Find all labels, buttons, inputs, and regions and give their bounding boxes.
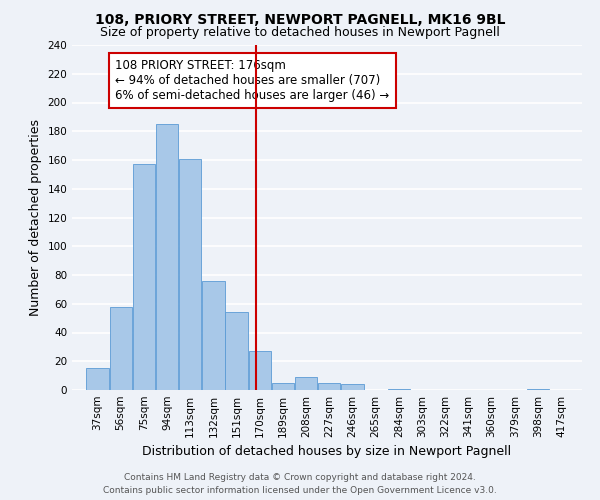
Bar (272, 383, 294, 390)
Bar (202, 281, 224, 390)
Bar (527, 388, 549, 390)
Bar (341, 384, 364, 390)
Text: 108, PRIORY STREET, NEWPORT PAGNELL, MK16 9BL: 108, PRIORY STREET, NEWPORT PAGNELL, MK1… (95, 12, 505, 26)
Bar (179, 158, 202, 390)
Bar (156, 124, 178, 390)
Bar (248, 351, 271, 390)
Bar (295, 377, 317, 390)
Bar (110, 306, 132, 390)
Bar (318, 383, 340, 390)
Y-axis label: Number of detached properties: Number of detached properties (29, 119, 42, 316)
Bar (133, 164, 155, 390)
Bar (226, 312, 248, 390)
Text: Contains HM Land Registry data © Crown copyright and database right 2024.
Contai: Contains HM Land Registry data © Crown c… (103, 474, 497, 495)
Text: Size of property relative to detached houses in Newport Pagnell: Size of property relative to detached ho… (100, 26, 500, 39)
Text: 108 PRIORY STREET: 176sqm
← 94% of detached houses are smaller (707)
6% of semi-: 108 PRIORY STREET: 176sqm ← 94% of detac… (115, 59, 389, 102)
Bar (86, 368, 109, 390)
Bar (388, 388, 410, 390)
X-axis label: Distribution of detached houses by size in Newport Pagnell: Distribution of detached houses by size … (142, 446, 512, 458)
